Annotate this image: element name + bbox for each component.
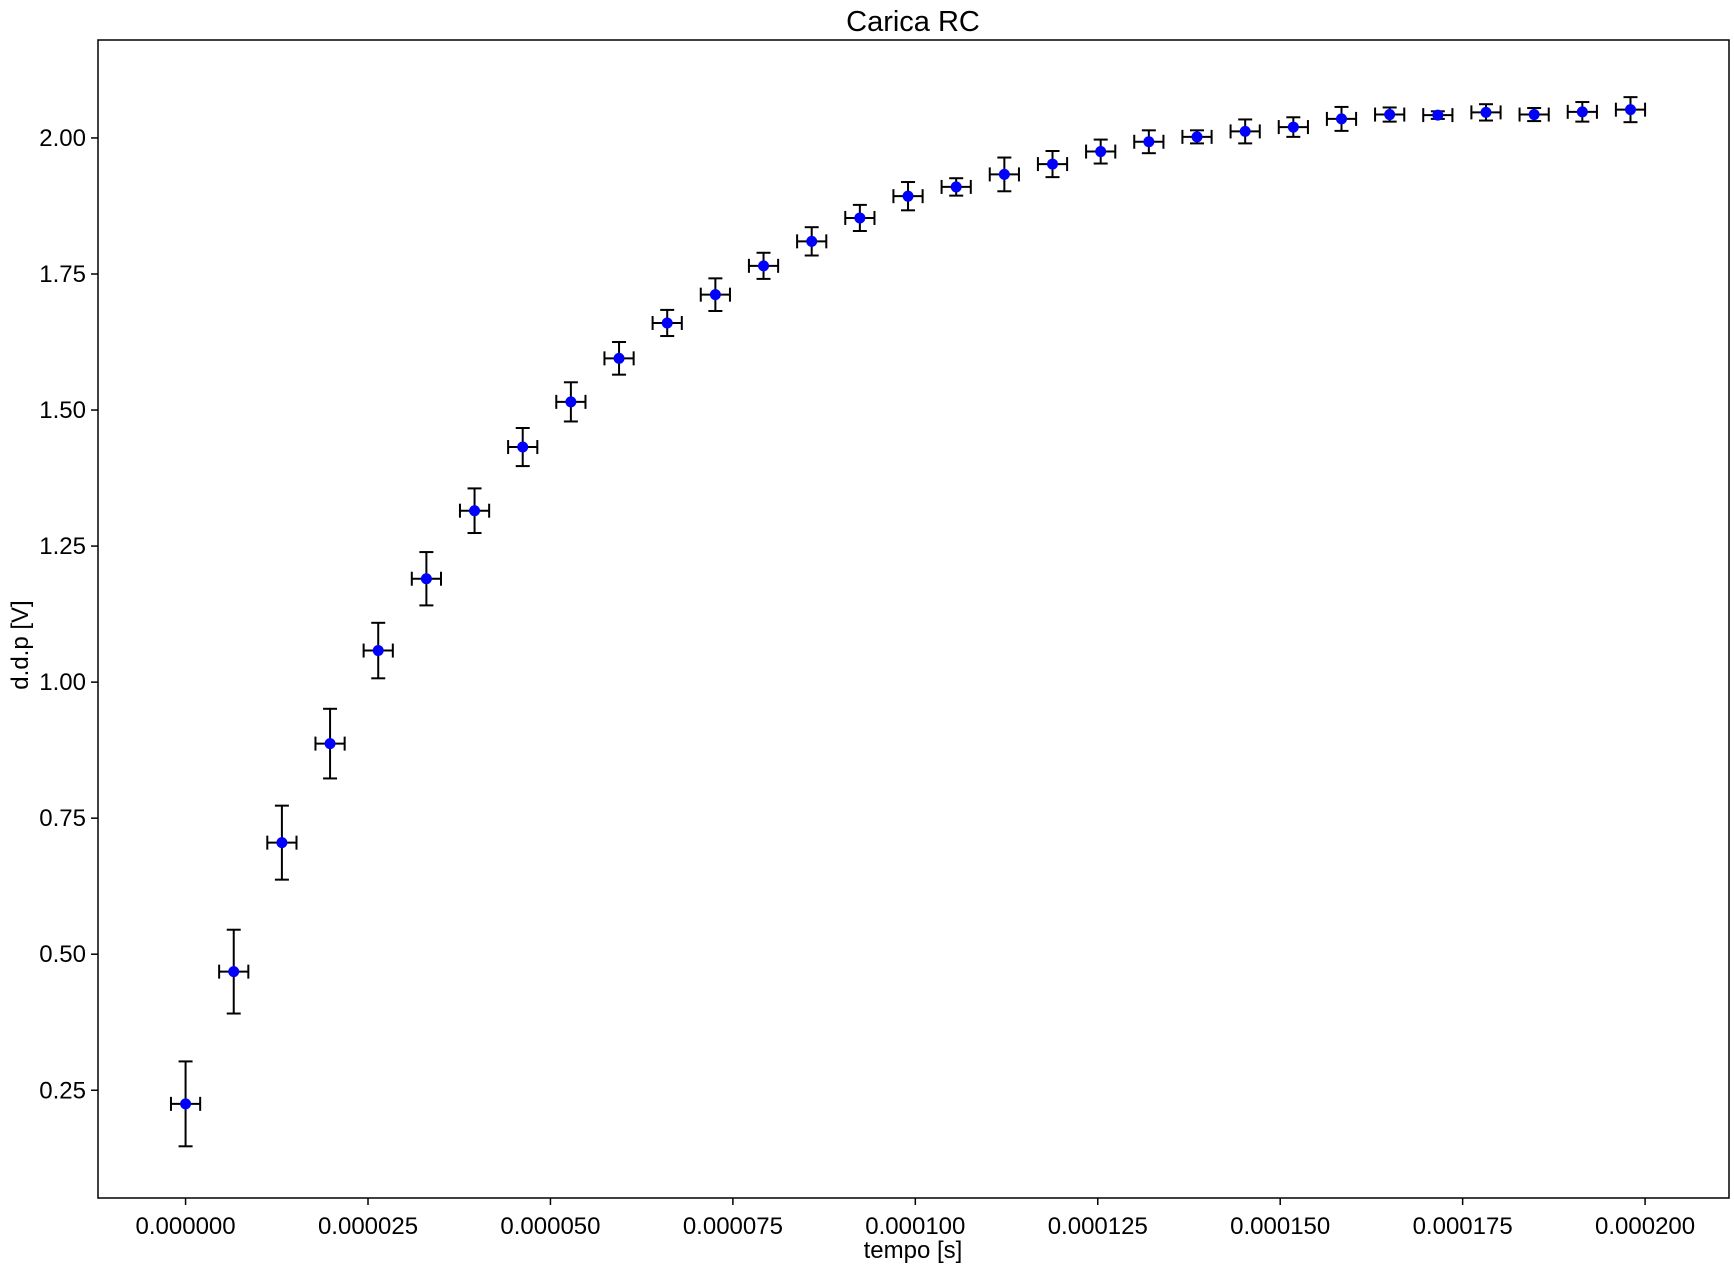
data-point <box>699 277 731 312</box>
data-marker <box>758 260 770 272</box>
data-marker <box>950 181 962 193</box>
data-point <box>1133 129 1165 155</box>
x-axis: 0.000000 0.000025 0.000050 0.000075 0.000100… <box>136 1198 1695 1240</box>
y-tick-label: 1.50 <box>39 397 86 424</box>
data-marker <box>1239 125 1251 137</box>
data-point <box>1036 150 1069 179</box>
y-tick-label: 0.25 <box>39 1077 86 1104</box>
data-marker <box>613 352 625 364</box>
data-marker <box>1624 104 1636 116</box>
data-point <box>1422 108 1454 123</box>
data-point <box>796 226 828 257</box>
data-marker <box>420 573 432 585</box>
x-axis-label: tempo [s] <box>864 1237 963 1264</box>
data-point <box>169 1060 202 1148</box>
data-marker <box>1528 109 1540 121</box>
data-point <box>555 381 587 423</box>
x-tick-label: 0.000100 <box>865 1213 965 1240</box>
y-tick-label: 2.00 <box>39 125 86 152</box>
plot-area <box>169 96 1647 1148</box>
data-point <box>410 551 442 607</box>
x-tick-label: 0.000050 <box>500 1213 600 1240</box>
data-marker <box>372 645 384 657</box>
data-marker <box>1576 106 1588 118</box>
data-point <box>1374 106 1406 123</box>
data-marker <box>517 441 529 453</box>
y-tick-label: 0.75 <box>39 805 86 832</box>
y-tick-label: 1.25 <box>39 533 86 560</box>
data-point <box>458 487 491 535</box>
data-marker <box>902 190 914 202</box>
data-marker <box>324 738 336 750</box>
data-point <box>1277 116 1309 138</box>
chart-title: Carica RC <box>846 6 980 38</box>
data-marker <box>1287 121 1299 133</box>
data-marker <box>1191 131 1203 143</box>
data-point <box>507 426 539 468</box>
x-tick-label: 0.000000 <box>136 1213 236 1240</box>
data-point <box>844 203 876 233</box>
y-axis: 0.25 0.50 0.75 1.00 1.25 1.50 1.75 2.00 <box>39 125 98 1104</box>
plot-frame <box>97 39 1730 1199</box>
data-marker <box>276 837 288 849</box>
data-marker <box>1384 109 1396 121</box>
data-marker <box>998 168 1010 180</box>
data-marker <box>469 505 481 517</box>
data-point <box>218 928 250 1015</box>
data-point <box>1085 138 1117 165</box>
data-point <box>1614 96 1647 124</box>
data-marker <box>1095 146 1107 158</box>
data-point <box>1470 103 1502 122</box>
data-marker <box>565 396 577 408</box>
y-axis-label: d.d.p [V] <box>7 600 34 689</box>
y-tick-label: 1.00 <box>39 669 86 696</box>
y-tick-label: 1.75 <box>39 261 86 288</box>
data-marker <box>661 317 673 329</box>
data-marker <box>854 212 866 224</box>
data-point <box>988 156 1020 193</box>
data-point <box>747 251 780 280</box>
data-marker <box>1047 158 1059 170</box>
data-point <box>1181 129 1213 145</box>
data-marker <box>1480 106 1492 118</box>
data-point <box>1229 118 1261 145</box>
data-point <box>603 341 635 376</box>
data-point <box>651 308 683 338</box>
x-tick-label: 0.000125 <box>1048 1213 1148 1240</box>
data-point <box>892 181 924 212</box>
data-marker <box>228 966 240 978</box>
x-tick-label: 0.000150 <box>1230 1213 1330 1240</box>
data-point <box>940 177 972 197</box>
y-tick-label: 0.50 <box>39 941 86 968</box>
data-point <box>1518 107 1550 123</box>
data-marker <box>806 235 818 247</box>
data-point <box>266 804 298 881</box>
data-marker <box>1336 113 1348 125</box>
x-tick-label: 0.000200 <box>1595 1213 1695 1240</box>
x-tick-label: 0.000175 <box>1413 1213 1513 1240</box>
data-marker <box>1432 109 1444 121</box>
data-point <box>314 707 346 780</box>
data-point <box>362 621 394 680</box>
data-marker <box>709 289 721 301</box>
data-point <box>1566 101 1598 123</box>
data-marker <box>180 1098 192 1110</box>
data-marker <box>1143 136 1155 148</box>
x-tick-label: 0.000025 <box>318 1213 418 1240</box>
x-tick-label: 0.000075 <box>683 1213 783 1240</box>
data-point <box>1325 105 1358 132</box>
